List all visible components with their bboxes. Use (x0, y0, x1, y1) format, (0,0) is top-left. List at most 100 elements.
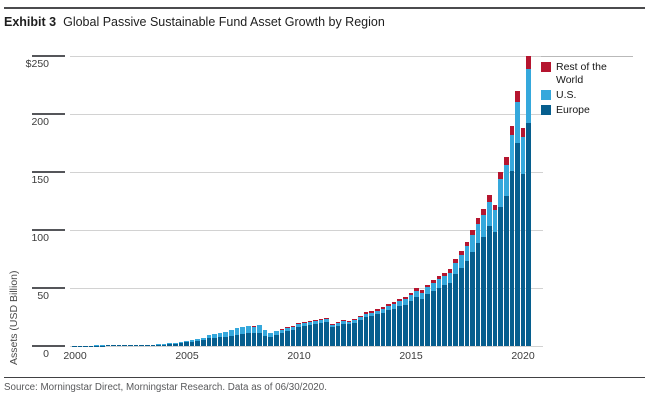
segment-rest-of-the-world (431, 279, 436, 283)
segment-europe (503, 196, 509, 346)
segment-rest-of-the-world (425, 284, 430, 288)
segment-rest-of-the-world (285, 326, 290, 328)
y-tick-label-100: 100 (31, 232, 49, 244)
bar-2014-q4 (402, 297, 408, 346)
segment-rest-of-the-world (397, 298, 402, 302)
segment-europe (358, 320, 363, 346)
bar-2005-q4 (201, 337, 206, 346)
segment-europe (234, 334, 240, 346)
segment-rest-of-the-world (324, 317, 330, 320)
segment-europe (330, 327, 335, 346)
segment-u.s. (509, 134, 515, 171)
segment-europe (498, 206, 503, 346)
bar-2012-q2 (346, 320, 352, 346)
segment-u.s. (279, 329, 285, 334)
segment-u.s. (307, 322, 313, 326)
segment-u.s. (447, 272, 453, 283)
segment-u.s. (520, 137, 526, 175)
bar-2001-q4 (111, 345, 116, 346)
bars-area (72, 56, 531, 346)
segment-u.s. (229, 330, 234, 336)
segment-europe (447, 282, 453, 346)
segment-u.s. (380, 309, 386, 313)
bar-2002-q1 (116, 345, 122, 346)
y-tick-label-200: 200 (31, 116, 49, 128)
bar-2001-q2 (100, 345, 105, 346)
segment-u.s. (273, 331, 279, 335)
segment-u.s. (161, 343, 167, 345)
x-tick-label-2000: 2000 (63, 350, 87, 362)
segment-u.s. (234, 328, 240, 335)
segment-rest-of-the-world (346, 320, 352, 322)
bar-2011-q1 (318, 319, 324, 346)
segment-rest-of-the-world (481, 209, 487, 215)
segment-rest-of-the-world (352, 318, 358, 321)
bar-2003-q2 (144, 344, 150, 346)
bar-2009-q1 (273, 330, 279, 346)
bar-2010-q3 (307, 321, 313, 346)
bar-2010-q4 (313, 320, 318, 346)
segment-europe (156, 344, 161, 346)
bar-2015-q2 (414, 288, 419, 346)
bar-2013-q1 (363, 312, 369, 346)
segment-rest-of-the-world (447, 269, 453, 273)
segment-u.s. (391, 304, 397, 309)
segment-u.s. (492, 210, 498, 233)
bar-2011-q3 (330, 323, 335, 346)
segment-rest-of-the-world (408, 292, 414, 295)
legend: Rest of the World U.S. Europe (541, 56, 641, 119)
segment-u.s. (402, 299, 408, 305)
bar-2009-q3 (285, 326, 290, 346)
segment-rest-of-the-world (419, 290, 425, 293)
legend-item-rest-of-world: Rest of the World (541, 61, 641, 87)
gridline-50 (70, 288, 543, 289)
segment-u.s. (313, 321, 318, 324)
segment-rest-of-the-world (279, 329, 285, 330)
axis-tick-50 (32, 287, 65, 289)
segment-europe (464, 261, 470, 346)
segment-u.s. (290, 326, 296, 330)
bar-2013-q3 (374, 308, 380, 346)
bar-2017-q4 (470, 230, 475, 346)
segment-europe (279, 333, 285, 346)
bar-2019-q4 (515, 90, 520, 346)
bar-2019-q1 (498, 172, 503, 346)
segment-u.s. (414, 290, 419, 298)
gridline-0 (70, 346, 543, 347)
segment-europe (492, 232, 498, 346)
segment-europe (380, 312, 386, 346)
segment-rest-of-the-world (414, 288, 419, 291)
bar-2011-q4 (335, 322, 341, 346)
bar-2008-q2 (257, 325, 262, 346)
gridline-250 (70, 56, 543, 57)
bar-2001-q3 (105, 345, 111, 346)
segment-u.s. (206, 335, 212, 339)
bar-2003-q3 (150, 344, 156, 346)
segment-europe (111, 345, 116, 346)
segment-u.s. (369, 312, 374, 317)
segment-europe (139, 345, 144, 346)
segment-rest-of-the-world (509, 125, 515, 135)
bar-2014-q1 (386, 303, 391, 346)
segment-rest-of-the-world (363, 312, 369, 314)
segment-rest-of-the-world (526, 56, 531, 69)
segment-europe (487, 225, 492, 346)
bar-2011-q2 (324, 317, 330, 346)
segment-europe (105, 345, 111, 346)
legend-label-rest-of-world: Rest of the World (556, 61, 607, 86)
bar-2009-q4 (290, 325, 296, 346)
segment-rest-of-the-world (503, 156, 509, 166)
segment-europe (268, 337, 273, 346)
bar-2003-q1 (139, 344, 144, 346)
axis-tick-250 (32, 55, 65, 57)
segment-u.s. (240, 326, 245, 334)
segment-u.s. (268, 332, 273, 338)
segment-europe (245, 333, 251, 346)
legend-rule (541, 56, 633, 57)
segment-u.s. (318, 320, 324, 324)
bar-2009-q2 (279, 329, 285, 346)
segment-rest-of-the-world (498, 172, 503, 179)
bar-2020-q2 (526, 56, 531, 346)
segment-europe (419, 299, 425, 346)
segment-u.s. (341, 321, 346, 324)
